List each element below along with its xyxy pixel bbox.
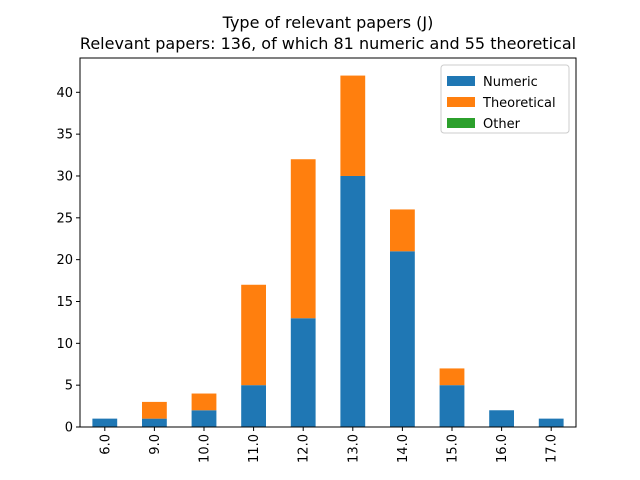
bar-numeric-14.0 — [390, 251, 415, 427]
y-tick-label: 35 — [56, 128, 73, 143]
legend-swatch-numeric — [447, 76, 475, 86]
x-tick-label: 9.0 — [148, 434, 163, 455]
bars-layer — [92, 75, 564, 427]
y-tick-label: 10 — [56, 337, 73, 352]
legend: Numeric Theoretical Other — [440, 64, 570, 134]
axes-layer: 0 5 10 15 20 25 30 35 40 6.0 9.0 10.0 11.0 12.0 13.0 14… — [56, 57, 577, 463]
bar-theoretical-13.0 — [340, 75, 366, 176]
y-tick-label: 20 — [56, 253, 73, 268]
legend-label-theoretical: Theoretical — [482, 96, 556, 111]
x-tick-label: 16.0 — [495, 434, 510, 463]
bar-theoretical-12.0 — [290, 159, 316, 319]
bar-numeric-6.0 — [92, 418, 118, 427]
legend-label-other: Other — [483, 117, 521, 132]
legend-swatch-other — [447, 118, 475, 128]
x-tick-label: 10.0 — [198, 434, 213, 463]
y-tick-label: 0 — [65, 421, 73, 436]
legend-label-numeric: Numeric — [483, 75, 538, 90]
legend-swatch-theoretical — [447, 97, 475, 107]
chart-subtitle: Relevant papers: 136, of which 81 numeri… — [80, 34, 576, 53]
bar-theoretical-11.0 — [241, 284, 266, 386]
bar-theoretical-14.0 — [390, 209, 415, 252]
bar-numeric-13.0 — [340, 175, 366, 427]
bar-theoretical-9.0 — [142, 401, 167, 419]
bar-numeric-11.0 — [241, 385, 266, 427]
y-tick-label: 30 — [56, 169, 73, 184]
bar-numeric-10.0 — [191, 410, 217, 427]
x-tick-label: 14.0 — [396, 434, 411, 463]
y-tick-label: 40 — [56, 86, 73, 101]
x-tick-label: 13.0 — [346, 434, 361, 463]
x-tick-label: 12.0 — [297, 434, 312, 463]
x-tick-label: 6.0 — [98, 434, 113, 455]
plot-frame — [79, 57, 577, 428]
bar-numeric-12.0 — [290, 318, 316, 427]
x-tick-label: 11.0 — [247, 434, 262, 463]
y-tick-label: 15 — [56, 295, 73, 310]
chart-title: Type of relevant papers (J) — [222, 13, 434, 32]
y-tick-label: 5 — [65, 379, 73, 394]
y-tick-label: 25 — [56, 211, 73, 226]
bar-numeric-9.0 — [142, 418, 167, 427]
x-tick-label: 15.0 — [446, 434, 461, 463]
bar-numeric-17.0 — [538, 418, 564, 427]
bar-theoretical-10.0 — [191, 393, 217, 411]
x-tick-label: 17.0 — [545, 434, 560, 463]
bar-numeric-16.0 — [489, 410, 514, 427]
bar-numeric-15.0 — [439, 385, 465, 427]
bar-theoretical-15.0 — [439, 368, 465, 386]
